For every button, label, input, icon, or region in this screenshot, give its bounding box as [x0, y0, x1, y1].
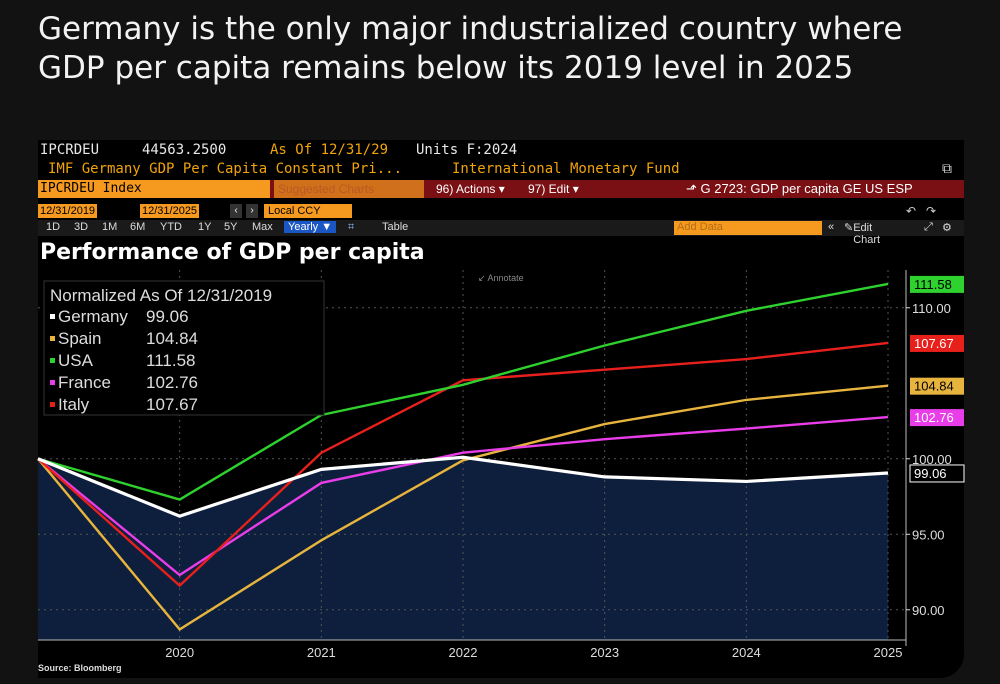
x-tick-label: 2024: [732, 645, 761, 660]
period-max[interactable]: Max: [252, 221, 273, 233]
period-1y[interactable]: 1Y: [198, 221, 212, 233]
window-icon[interactable]: ⧉: [942, 161, 952, 177]
command-bar: IPCRDEU Index Suggested Charts 96) Actio…: [38, 180, 964, 198]
x-tick-label: 2023: [590, 645, 619, 660]
description-row: IMF Germany GDP Per Capita Constant Pri.…: [38, 160, 964, 179]
start-date-field[interactable]: 12/31/2019: [38, 204, 98, 218]
germany-area: [38, 457, 888, 640]
legend-swatch-spain: [50, 336, 55, 341]
period-6m[interactable]: 6M: [130, 221, 146, 233]
y-tick-label: 110.00: [912, 301, 951, 316]
legend-value-france: 102.76: [146, 373, 198, 392]
legend-name-usa: USA: [58, 351, 94, 370]
legend-name-germany: Germany: [58, 307, 128, 326]
end-label-box-germany: [909, 464, 965, 483]
series-description: IMF Germany GDP Per Capita Constant Pri.…: [48, 161, 403, 177]
period-5y[interactable]: 5Y: [224, 221, 238, 233]
ticker-row: IPCRDEU 44563.2500 As Of 12/31/29 Units …: [38, 140, 964, 160]
x-tick-label: 2020: [165, 645, 194, 660]
frequency-select[interactable]: Yearly ▼: [284, 221, 337, 233]
end-label-france: 102.76: [914, 410, 954, 425]
end-label-usa: 111.58: [914, 277, 952, 292]
legend-swatch-usa: [50, 358, 55, 363]
edit-menu[interactable]: 97) Edit ▾: [528, 182, 579, 196]
y-tick-label: 95.00: [912, 527, 945, 542]
legend-name-italy: Italy: [58, 395, 90, 414]
x-tick-label: 2025: [874, 645, 903, 660]
period-ytd[interactable]: YTD: [160, 221, 182, 233]
period-3d[interactable]: 3D: [74, 221, 89, 233]
as-of: As Of 12/31/29: [270, 142, 389, 158]
add-data-field[interactable]: Add Data: [674, 221, 822, 235]
source-org: International Monetary Fund: [452, 161, 680, 177]
end-label-spain: 104.84: [914, 379, 954, 394]
series-line-usa: [37, 282, 889, 501]
series-line-italy: [37, 341, 889, 588]
gear-icon[interactable]: ⚙: [942, 222, 952, 234]
chart-title: Performance of GDP per capita: [40, 240, 425, 265]
end-label-box-france: [910, 409, 964, 427]
x-tick-label: 2022: [449, 645, 478, 660]
series-line-france: [37, 415, 889, 577]
ticker-value: 44563.2500: [142, 142, 227, 158]
collapse-icon[interactable]: «: [828, 221, 835, 233]
legend-subtitle: Normalized As Of 12/31/2019: [50, 286, 272, 305]
table-toggle[interactable]: Table: [382, 221, 409, 233]
end-label-germany: 99.06: [914, 466, 947, 481]
end-date-field[interactable]: 12/31/2025: [140, 204, 200, 218]
undo-icon[interactable]: ↶: [906, 204, 917, 218]
edit-chart-label: Edit Chart: [853, 222, 881, 246]
expand-icon[interactable]: ⤢: [924, 221, 933, 233]
end-label-italy: 107.67: [914, 336, 954, 351]
legend-value-germany: 99.06: [146, 307, 189, 326]
legend-name-spain: Spain: [58, 329, 101, 348]
y-tick-label: 90.00: [912, 603, 945, 618]
x-tick-label: 2021: [307, 645, 336, 660]
legend-swatch-italy: [50, 402, 55, 407]
actions-menu[interactable]: 96) Actions ▾: [436, 182, 505, 196]
period-bar: 1D 3D 1M 6M YTD 1Y 5Y Max Yearly ▼ ⌗ Tab…: [38, 220, 964, 246]
suggested-charts-button[interactable]: Suggested Charts: [274, 180, 424, 198]
chart-link-label: G 2723: GDP per capita GE US ESP: [700, 181, 913, 196]
legend-box: [43, 280, 325, 416]
currency-select[interactable]: Local CCY: [264, 204, 352, 218]
source-note: Source: Bloomberg: [38, 663, 122, 673]
ticker: IPCRDEU: [40, 142, 100, 158]
redo-icon[interactable]: ↷: [926, 204, 937, 218]
date-range-bar: 12/31/2019 12/31/2025 ‹ › Local CCY ↶ ↷: [38, 200, 964, 218]
chart-type-icon[interactable]: ⌗: [348, 221, 355, 233]
legend-swatch-germany: [50, 314, 55, 319]
end-label-box-usa: [910, 275, 964, 293]
annotate-hint: ↙ Annotate: [478, 273, 524, 283]
y-tick-label: 100.00: [912, 452, 952, 467]
series-line-spain: [37, 384, 889, 632]
period-1d[interactable]: 1D: [46, 221, 61, 233]
legend-name-france: France: [58, 373, 111, 392]
next-arrow-icon[interactable]: ›: [246, 204, 258, 218]
chart-link[interactable]: ⬏ G 2723: GDP per capita GE US ESP: [686, 181, 913, 196]
units: Units F:2024: [416, 142, 518, 158]
end-label-box-spain: [910, 377, 964, 395]
period-1m[interactable]: 1M: [102, 221, 118, 233]
end-label-box-italy: [910, 334, 964, 352]
legend-value-spain: 104.84: [146, 329, 198, 348]
series-line-germany: [37, 455, 889, 518]
edit-chart-button[interactable]: ✎ Edit Chart: [844, 222, 881, 246]
headline: Germany is the only major industrialized…: [38, 11, 903, 86]
legend-value-usa: 111.58: [146, 351, 195, 370]
prev-arrow-icon[interactable]: ‹: [230, 204, 242, 218]
legend-swatch-france: [50, 380, 55, 385]
index-field[interactable]: IPCRDEU Index: [38, 180, 270, 198]
legend-value-italy: 107.67: [146, 395, 198, 414]
